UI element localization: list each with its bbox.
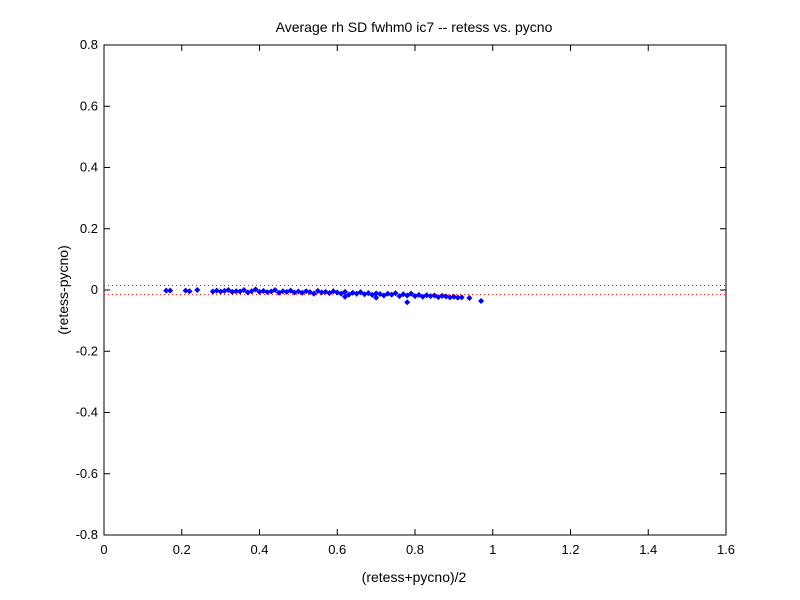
data-point bbox=[345, 291, 352, 298]
data-point bbox=[167, 287, 174, 294]
axis-ticks: 0 0.2 0.4 0.6 0.8 1 1.2 1.4 1.6 -0.8 -0.6 -0.4 -0.2 0… bbox=[76, 37, 735, 557]
data-point bbox=[400, 291, 407, 298]
data-point bbox=[349, 289, 356, 296]
x-tick-label: 0.8 bbox=[406, 542, 424, 557]
data-point bbox=[415, 291, 422, 298]
data-point bbox=[478, 298, 485, 305]
data-point bbox=[310, 290, 317, 297]
data-point bbox=[240, 286, 247, 294]
data-point bbox=[338, 290, 345, 297]
data-point bbox=[322, 288, 329, 295]
data-point bbox=[182, 287, 189, 294]
data-point bbox=[307, 289, 314, 296]
y-tick-label: -0.4 bbox=[76, 405, 98, 420]
x-tick-label: 1 bbox=[489, 542, 496, 557]
x-tick-label: 0.4 bbox=[250, 542, 268, 557]
data-point bbox=[408, 290, 415, 297]
y-tick-label: -0.2 bbox=[76, 343, 98, 358]
data-point bbox=[373, 294, 380, 301]
data-point bbox=[252, 286, 259, 293]
data-point bbox=[330, 288, 337, 295]
data-points bbox=[163, 286, 485, 306]
x-tick-label: 1.4 bbox=[639, 542, 657, 557]
x-tick-label: 0.2 bbox=[173, 542, 191, 557]
data-point bbox=[466, 294, 473, 301]
y-tick-label: -0.8 bbox=[76, 527, 98, 542]
y-tick-label: 0.4 bbox=[80, 160, 98, 175]
data-point bbox=[357, 289, 364, 296]
data-point bbox=[194, 286, 201, 294]
data-point bbox=[439, 292, 446, 299]
data-point bbox=[380, 292, 387, 299]
data-point bbox=[233, 288, 240, 295]
data-point bbox=[272, 286, 279, 294]
data-point bbox=[287, 287, 294, 294]
data-point bbox=[458, 294, 465, 301]
data-point bbox=[303, 288, 310, 295]
y-tick-label: 0.6 bbox=[80, 98, 98, 113]
data-point bbox=[384, 290, 391, 297]
y-axis-label: (retess-pycno) bbox=[55, 245, 71, 334]
data-point bbox=[404, 292, 411, 299]
y-tick-label: 0.8 bbox=[80, 37, 98, 52]
x-tick-label: 0.6 bbox=[328, 542, 346, 557]
data-point bbox=[186, 288, 193, 295]
data-point bbox=[396, 293, 403, 300]
data-point bbox=[392, 290, 399, 297]
data-point bbox=[326, 290, 333, 297]
data-point bbox=[365, 290, 372, 297]
data-point bbox=[443, 293, 450, 300]
data-point bbox=[404, 299, 411, 306]
y-tick-label: 0 bbox=[91, 282, 98, 297]
x-tick-label: 1.6 bbox=[717, 542, 735, 557]
x-tick-label: 1.2 bbox=[561, 542, 579, 557]
data-point bbox=[213, 287, 220, 294]
chart-title: Average rh SD fwhm0 ic7 -- retess vs. py… bbox=[276, 19, 553, 35]
y-tick-label: 0.2 bbox=[80, 221, 98, 236]
y-tick-label: -0.6 bbox=[76, 466, 98, 481]
x-axis-label: (retess+pycno)/2 bbox=[362, 569, 467, 585]
data-point bbox=[248, 288, 255, 295]
data-point bbox=[423, 292, 430, 299]
data-point bbox=[225, 286, 232, 294]
x-tick-label: 0 bbox=[100, 542, 107, 557]
data-point bbox=[279, 288, 286, 295]
data-point bbox=[342, 293, 349, 300]
